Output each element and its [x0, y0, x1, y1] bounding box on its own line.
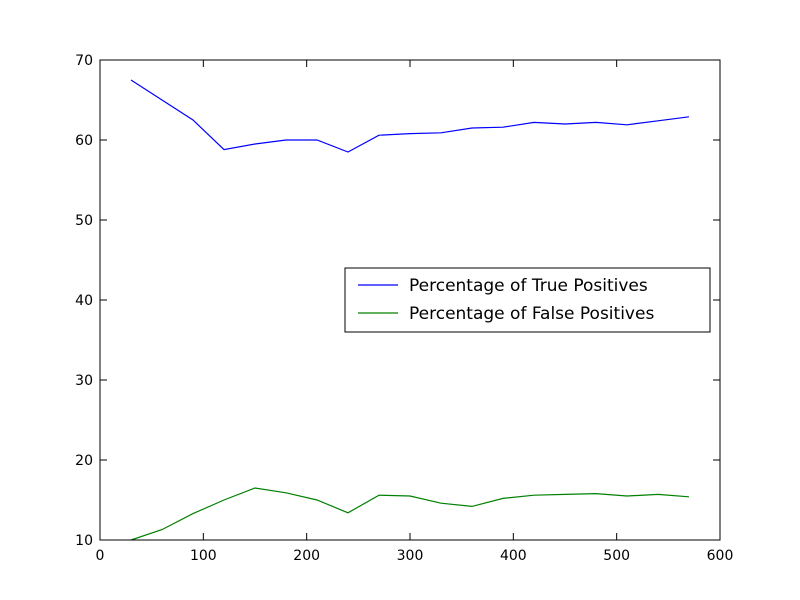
x-tick-label: 300: [397, 548, 424, 564]
x-tick-label: 500: [603, 548, 630, 564]
y-tick-label: 20: [75, 453, 93, 469]
x-tick-label: 200: [293, 548, 320, 564]
series-line-2: [130, 487, 690, 541]
legend-label-2: Percentage of False Positives: [409, 304, 654, 324]
legend-label-1: Percentage of True Positives: [409, 276, 648, 296]
y-tick-label: 60: [75, 133, 93, 149]
x-tick-label: 600: [707, 548, 734, 564]
y-tick-label: 40: [75, 293, 93, 309]
series-line-1: [130, 79, 690, 153]
x-tick-label: 0: [96, 548, 105, 564]
ticks-layer: 0 100 200 300 400 500 600 10 20 30 40 50 60 70: [75, 53, 733, 564]
series-layer: [130, 79, 690, 541]
legend: Percentage of True Positives Percentage o…: [344, 267, 711, 333]
y-tick-label: 70: [75, 53, 93, 69]
legend-box: [344, 267, 711, 333]
y-tick-label: 30: [75, 373, 93, 389]
x-tick-label: 400: [500, 548, 527, 564]
y-tick-label: 10: [75, 533, 93, 549]
x-tick-label: 100: [190, 548, 217, 564]
y-tick-label: 50: [75, 213, 93, 229]
